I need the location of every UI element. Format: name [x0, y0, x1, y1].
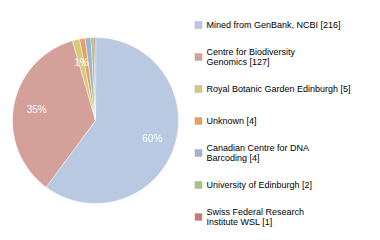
svg-text:Canadian Centre for DNABarcodi: Canadian Centre for DNABarcoding [4] [207, 143, 310, 163]
svg-text:Swiss Federal ResearchInstitut: Swiss Federal ResearchInstitute WSL [1] [207, 207, 305, 227]
svg-text:60%: 60% [142, 133, 162, 144]
svg-text:35%: 35% [27, 104, 47, 115]
svg-text:Centre for BiodiversityGenomic: Centre for BiodiversityGenomics [127] [207, 47, 296, 67]
svg-text:1%: 1% [74, 57, 89, 68]
svg-text:Mined from GenBank, NCBI [216]: Mined from GenBank, NCBI [216] [207, 20, 341, 30]
svg-text:University of Edinburgh [2]: University of Edinburgh [2] [207, 180, 313, 190]
svg-text:Royal Botanic Garden Edinburgh: Royal Botanic Garden Edinburgh [5] [207, 84, 351, 94]
svg-text:Unknown [4]: Unknown [4] [207, 116, 257, 126]
